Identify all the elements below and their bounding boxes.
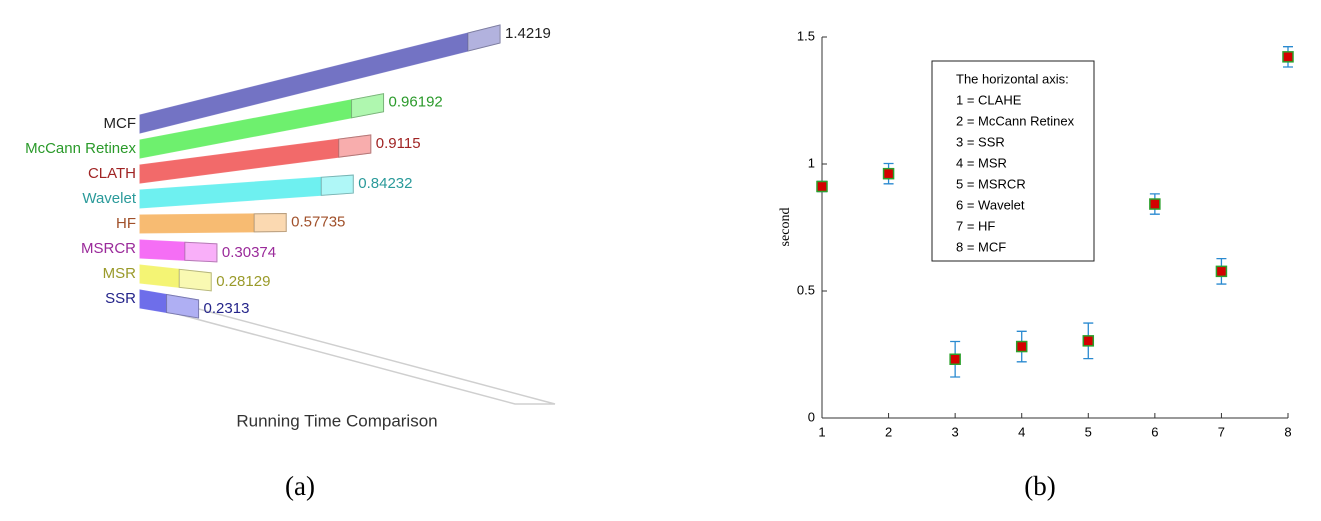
x-tick-label: 4	[1018, 424, 1025, 439]
caption: (b)	[1024, 471, 1055, 501]
value-label: 1.4219	[505, 25, 551, 42]
annotation-line: 3 = SSR	[956, 134, 1005, 149]
annotation-line: 2 = McCann Retinex	[956, 113, 1075, 128]
x-tick-label: 2	[885, 424, 892, 439]
annotation-line: 7 = HF	[956, 218, 995, 233]
category-label: McCann Retinex	[25, 140, 136, 157]
bar	[139, 264, 212, 292]
x-tick-label: 1	[818, 424, 825, 439]
point	[1082, 335, 1095, 347]
point	[1282, 51, 1294, 63]
value-label: 0.30374	[222, 244, 276, 261]
bar	[139, 289, 200, 319]
y-tick-label: 0	[808, 409, 815, 424]
bar-cap	[320, 174, 354, 196]
y-tick-label: 1	[808, 155, 815, 170]
category-label: HF	[116, 215, 136, 232]
point	[1149, 198, 1161, 210]
bar-cap	[338, 134, 372, 158]
point	[1015, 340, 1028, 353]
annotation-line: 8 = MCF	[956, 239, 1006, 254]
point	[1215, 265, 1228, 278]
point	[882, 167, 895, 180]
bar-cap	[184, 241, 218, 263]
x-tick-label: 7	[1218, 424, 1225, 439]
annotation-line: 5 = MSRCR	[956, 176, 1026, 191]
chart-title: Running Time Comparison	[236, 411, 437, 430]
x-tick-label: 6	[1151, 424, 1158, 439]
bar	[139, 93, 385, 159]
category-label: CLATH	[88, 165, 136, 182]
annotation-title: The horizontal axis:	[956, 71, 1069, 86]
bar-cap	[467, 24, 501, 52]
annotation-box	[931, 60, 1095, 262]
category-label: SSR	[105, 290, 136, 307]
x-tick-label: 5	[1085, 424, 1092, 439]
y-tick-label: 0.5	[797, 282, 815, 297]
bar	[139, 24, 501, 134]
category-label: MCF	[104, 115, 137, 132]
value-label: 0.9115	[376, 135, 421, 152]
floor	[139, 303, 556, 405]
annotation-line: 1 = CLAHE	[956, 92, 1022, 107]
bar	[139, 134, 372, 184]
x-tick-label: 3	[952, 424, 959, 439]
bar-cap	[178, 268, 212, 292]
category-label: MSR	[103, 265, 137, 282]
bar-cap	[166, 293, 200, 319]
x-tick-label: 8	[1284, 424, 1291, 439]
annotation-line: 6 = Wavelet	[956, 197, 1025, 212]
category-label: MSRCR	[81, 240, 136, 257]
point	[949, 353, 961, 365]
point	[816, 180, 828, 193]
bar	[139, 213, 287, 234]
y-axis-label: second	[778, 208, 793, 247]
bar-cap	[351, 93, 385, 119]
value-label: 0.28129	[216, 273, 270, 290]
category-label: Wavelet	[82, 190, 136, 207]
caption: (a)	[285, 471, 315, 501]
bar-cap	[253, 213, 287, 233]
value-label: 0.96192	[389, 94, 443, 111]
value-label: 0.57735	[291, 214, 345, 231]
value-label: 0.2313	[204, 300, 250, 317]
y-tick-label: 1.5	[797, 28, 815, 43]
bar	[139, 239, 218, 263]
bar	[139, 174, 354, 209]
value-label: 0.84232	[358, 175, 412, 192]
annotation-line: 4 = MSR	[956, 155, 1007, 170]
